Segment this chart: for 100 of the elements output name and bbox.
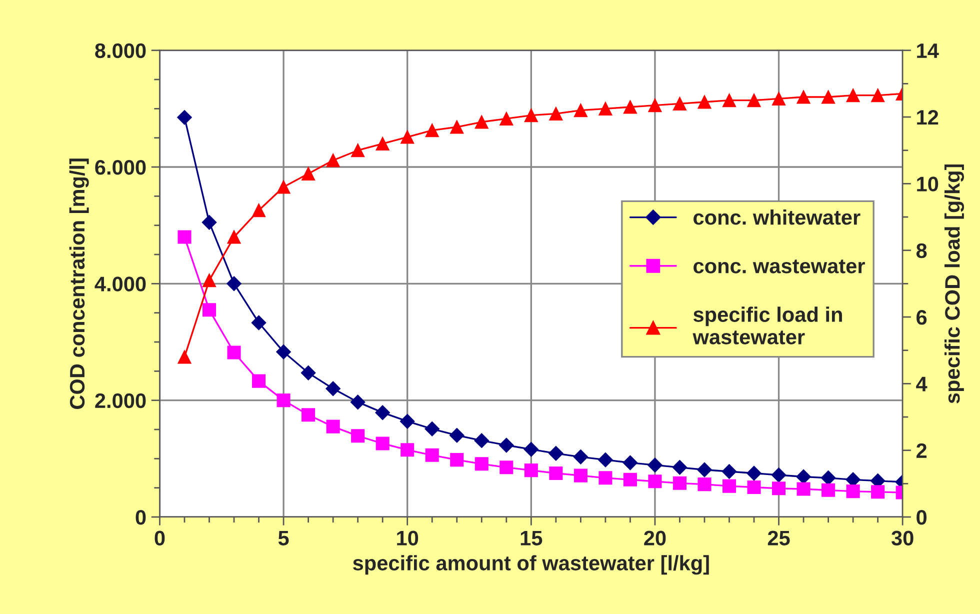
point	[202, 274, 216, 288]
y2-tick-label: 0	[916, 510, 927, 525]
point	[648, 474, 662, 488]
point	[425, 124, 439, 138]
point	[226, 276, 242, 292]
point	[474, 433, 490, 448]
x-tick-label: 10	[397, 530, 418, 546]
point	[524, 108, 538, 122]
point	[698, 478, 712, 492]
point	[672, 476, 686, 490]
legend-label: conc. whitewater	[694, 209, 860, 225]
legend-label: conc. wastewater	[694, 260, 865, 274]
point	[772, 482, 786, 496]
point	[548, 446, 564, 461]
point	[276, 180, 290, 194]
point	[648, 458, 662, 472]
y2-tick-label: 2	[916, 443, 927, 458]
point	[747, 94, 761, 108]
y2-tick-label: 14	[917, 44, 939, 58]
y2-tick-label: 12	[917, 110, 938, 125]
point	[573, 450, 588, 464]
point	[822, 483, 836, 497]
point	[300, 366, 316, 380]
point	[820, 470, 836, 486]
point	[251, 315, 266, 330]
point	[326, 420, 340, 434]
point	[746, 466, 762, 481]
point	[400, 414, 415, 429]
point	[202, 215, 217, 230]
point	[252, 204, 266, 218]
point	[177, 110, 192, 125]
point	[449, 428, 464, 443]
point	[796, 482, 810, 496]
point	[574, 104, 588, 118]
point	[350, 394, 366, 410]
point	[648, 98, 662, 112]
point	[450, 453, 464, 467]
point	[622, 455, 638, 470]
point	[376, 136, 390, 150]
legend-label: specific load in wastewater	[692, 306, 842, 344]
point	[524, 442, 539, 457]
point	[598, 452, 613, 468]
point	[846, 88, 860, 102]
point	[722, 479, 736, 493]
point	[474, 457, 488, 471]
point	[623, 472, 637, 486]
point	[623, 100, 637, 114]
point	[524, 464, 538, 478]
point	[722, 464, 737, 479]
point	[202, 303, 216, 317]
point	[500, 112, 514, 126]
point	[672, 96, 686, 110]
point	[796, 469, 811, 484]
y2-axis-title: specific COD load [g/kg]	[944, 164, 964, 404]
point	[252, 374, 266, 388]
x-tick-label: 25	[768, 530, 790, 546]
y-tick-label: 2.000	[95, 393, 146, 408]
point	[771, 468, 786, 482]
y2-tick-label: 8	[916, 243, 927, 258]
point	[178, 350, 192, 364]
point	[500, 460, 514, 474]
point	[871, 88, 885, 102]
point	[400, 443, 414, 457]
point	[276, 344, 291, 360]
point	[326, 154, 340, 168]
point	[499, 438, 514, 453]
point	[574, 468, 588, 482]
point	[598, 102, 612, 116]
point	[822, 90, 836, 104]
point	[598, 471, 612, 485]
point	[474, 115, 488, 129]
x-axis-title: specific amount of wastewater [l/kg]	[353, 555, 709, 575]
point	[376, 436, 390, 450]
point	[425, 448, 439, 462]
point	[276, 394, 290, 408]
x-tick-label: 15	[520, 530, 542, 546]
point	[722, 94, 736, 108]
point	[747, 480, 761, 494]
point	[846, 484, 860, 498]
point	[227, 230, 241, 244]
y2-tick-label: 6	[916, 310, 927, 325]
point	[796, 90, 810, 104]
point	[871, 485, 885, 499]
point	[424, 422, 440, 436]
y-tick-label: 4.000	[94, 276, 146, 292]
point	[672, 460, 688, 475]
point	[227, 346, 241, 360]
point	[302, 166, 316, 180]
x-tick-label: 20	[644, 530, 666, 546]
point	[375, 405, 390, 420]
point	[698, 95, 712, 109]
y-tick-label: 0	[136, 510, 146, 525]
y-tick-label: 8.000	[95, 43, 146, 58]
x-tick-label: 30	[891, 530, 914, 546]
point	[549, 106, 563, 120]
point	[351, 429, 365, 443]
point	[697, 462, 712, 478]
y-tick-label: 6.000	[95, 160, 146, 175]
point	[302, 408, 316, 422]
x-tick-label: 0	[154, 530, 165, 546]
